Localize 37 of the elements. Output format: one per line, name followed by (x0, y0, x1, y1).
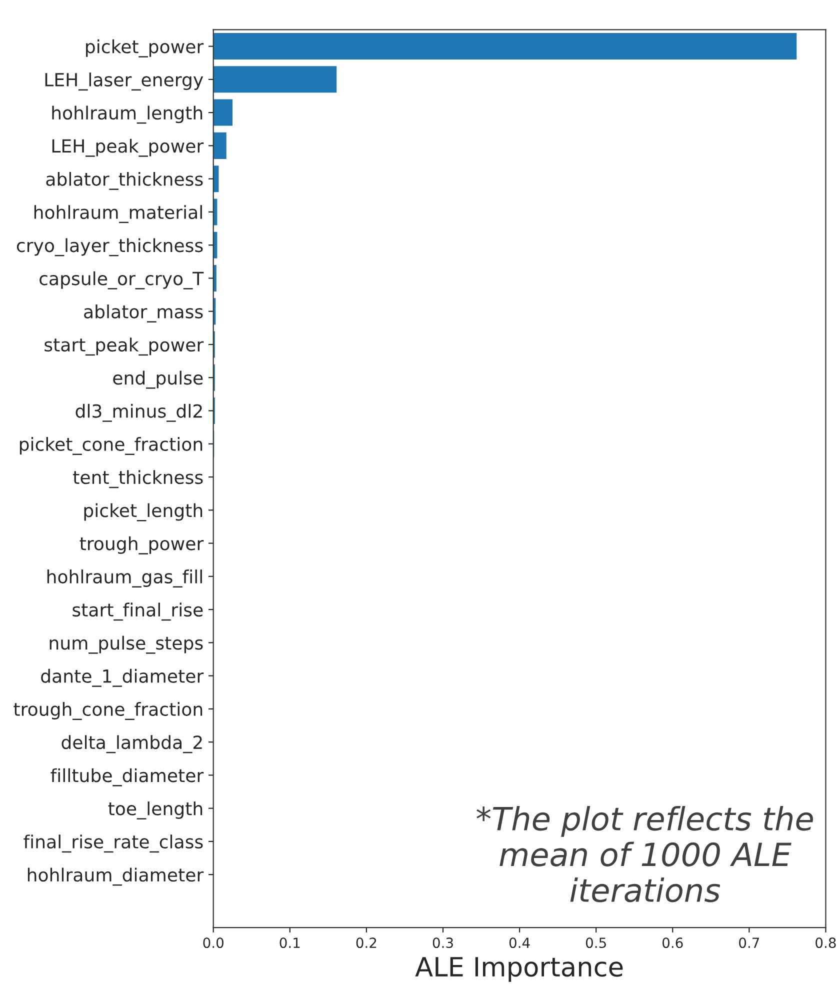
x-tick-label: 0.2 (356, 938, 376, 948)
y-tick-label: trough_cone_fraction (14, 702, 202, 720)
y-tick-label: final_rise_rate_class (24, 834, 203, 853)
x-tick-label: 0.1 (280, 938, 300, 948)
x-tick-label: 0.5 (586, 938, 606, 948)
y-tick-label: picket_length (84, 503, 202, 522)
y-tick-label: start_peak_power (44, 338, 204, 356)
y-tick-label: picket_power (86, 39, 204, 58)
y-tick-label: dante_1_diameter (41, 668, 204, 687)
y-tick-label: capsule_or_cryo_T (40, 271, 204, 290)
y-tick-label: LEH_peak_power (52, 138, 204, 157)
y-tick-label: hohlraum_length (52, 106, 202, 124)
y-tick-label: ablator_mass (84, 304, 203, 322)
y-tick-label: hohlraum_gas_fill (47, 570, 202, 588)
y-tick-label: toe_length (108, 801, 202, 820)
y-tick-label: delta_lambda_2 (62, 735, 202, 754)
y-tick-label: tent_thickness (73, 470, 203, 488)
x-tick-label: 0.3 (432, 938, 453, 948)
y-tick-label: filltube_diameter (50, 768, 204, 786)
y-tick-label: trough_power (80, 536, 204, 554)
x-axis-title: ALE Importance (415, 957, 623, 982)
y-tick-label: LEH_laser_energy (45, 72, 204, 91)
x-tick-label: 0.4 (509, 938, 530, 948)
x-tick-label: 0.7 (739, 938, 760, 948)
y-tick-label: hohlraum_diameter (28, 868, 204, 886)
y-tick-label: end_pulse (113, 370, 203, 389)
x-tick-label: 0.0 (203, 938, 224, 948)
annotation: *The plot reflects the mean of 1000 ALE iterations (476, 806, 813, 902)
y-tick-label: picket_cone_fraction (20, 437, 202, 455)
y-tick-label: num_pulse_steps (50, 636, 203, 654)
y-tick-label: hohlraum_material (34, 205, 202, 224)
y-tick-label: ablator_thickness (46, 172, 203, 190)
x-tick-label: 0.8 (816, 938, 836, 948)
x-tick-label: 0.6 (662, 938, 683, 948)
y-tick-label: dl3_minus_dl2 (76, 404, 202, 422)
y-tick-label: start_final_rise (72, 602, 203, 621)
y-tick-label: cryo_layer_thickness (16, 238, 203, 256)
